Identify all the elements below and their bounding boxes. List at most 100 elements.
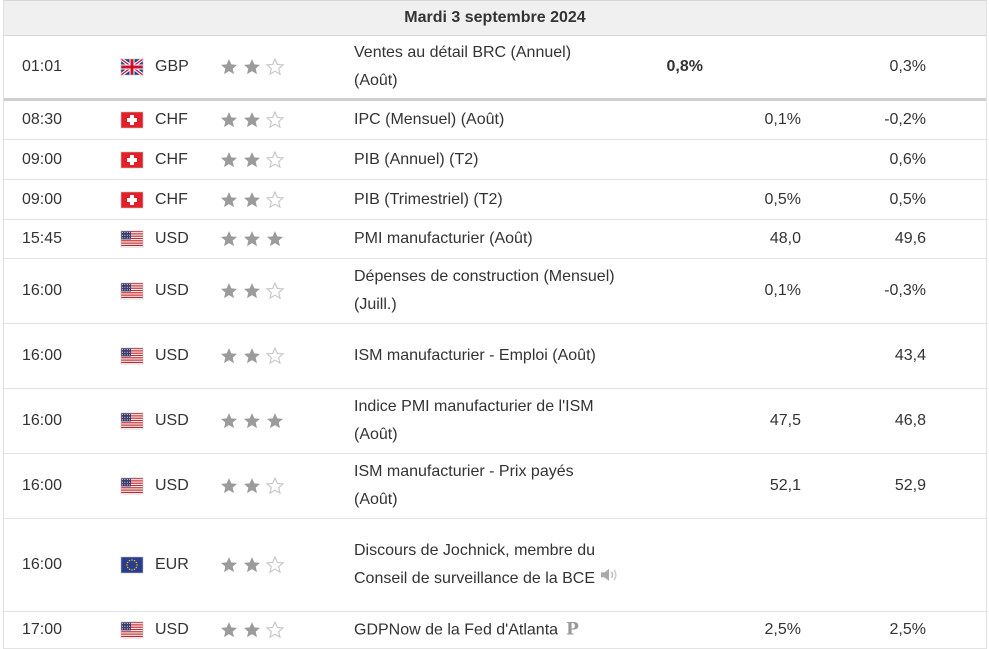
us-flag-icon (120, 282, 144, 300)
event-name-link[interactable]: GDPNow de la Fed d'Atlanta P (354, 616, 619, 645)
event-previous: 0,3% (889, 58, 926, 75)
event-time: 09:00 (22, 190, 63, 208)
event-time: 16:00 (22, 282, 63, 299)
event-forecast: 0,5% (764, 190, 801, 208)
star-filled-icon (219, 476, 239, 496)
event-currency: USD (155, 621, 189, 638)
star-empty-icon (265, 346, 285, 366)
speaker-icon (599, 565, 619, 593)
event-name-link[interactable]: ISM manufacturier - Emploi (Août) (354, 342, 619, 370)
event-row[interactable]: 16:00 USD ISM manufacturier - Emploi (Août… (4, 324, 986, 389)
event-row[interactable]: 17:00 USD GDPNow de la Fed d'Atlanta P 2,5% 2… (4, 612, 986, 649)
event-name-link[interactable]: Dépenses de construction (Mensuel) (Juil… (354, 263, 619, 319)
star-empty-icon (265, 555, 285, 575)
event-previous: 43,4 (894, 347, 926, 364)
event-time: 16:00 (22, 347, 63, 364)
star-filled-icon (219, 281, 239, 301)
event-time: 16:00 (22, 556, 63, 573)
importance-rating (219, 110, 285, 130)
star-filled-icon (242, 229, 262, 249)
event-currency: EUR (155, 556, 189, 573)
swiss-flag-icon (120, 111, 144, 129)
star-filled-icon (219, 150, 239, 170)
event-name-link[interactable]: PIB (Trimestriel) (T2) (354, 186, 619, 214)
star-filled-icon (219, 411, 239, 431)
star-empty-icon (265, 476, 285, 496)
us-flag-icon (120, 230, 144, 248)
event-row[interactable]: 16:00 USD Dépenses de construction (Mensue… (4, 259, 986, 324)
event-forecast: 52,1 (769, 477, 801, 494)
event-currency: CHF (155, 150, 188, 168)
us-flag-icon (120, 347, 144, 365)
event-time: 16:00 (22, 477, 63, 494)
event-name: Indice PMI manufacturier de l'ISM (Août) (354, 398, 594, 443)
event-previous: 2,5% (889, 621, 926, 638)
preliminary-icon: P (566, 619, 579, 640)
event-name: Dépenses de construction (Mensuel) (Juil… (354, 268, 615, 313)
event-currency: CHF (155, 190, 188, 208)
event-name: PIB (Trimestriel) (T2) (354, 190, 503, 208)
event-previous: -0,3% (884, 282, 926, 299)
event-row[interactable]: 16:00 EUR Discours de Jochnick, membre du … (4, 519, 986, 612)
importance-rating (219, 229, 285, 249)
event-forecast: 48,0 (769, 230, 801, 247)
event-currency: USD (155, 477, 189, 494)
importance-rating (219, 346, 285, 366)
event-row[interactable]: 16:00 USD Indice PMI manufacturier de l'IS… (4, 389, 986, 454)
event-row[interactable]: 09:00 CHF PIB (Annuel) (T2) 0,6% (4, 140, 986, 180)
event-row[interactable]: 08:30 CHF IPC (Mensuel) (Août) 0,1% -0,2% (4, 101, 986, 140)
event-time: 01:01 (22, 58, 63, 75)
event-row[interactable]: 15:45 USD PMI manufacturier (Août) 48,0 49,6 (4, 220, 986, 259)
event-name: GDPNow de la Fed d'Atlanta (354, 621, 559, 639)
star-empty-icon (265, 620, 285, 640)
star-filled-icon (242, 57, 262, 77)
star-filled-icon (242, 150, 262, 170)
importance-rating (219, 476, 285, 496)
event-forecast: 47,5 (769, 412, 801, 429)
star-filled-icon (219, 57, 239, 77)
event-currency: USD (155, 347, 189, 364)
day-header: Mardi 3 septembre 2024 (4, 0, 986, 36)
event-name: Ventes au détail BRC (Annuel) (Août) (354, 44, 572, 89)
event-time: 16:00 (22, 412, 63, 429)
event-name: PIB (Annuel) (T2) (354, 150, 479, 168)
event-name-link[interactable]: PIB (Annuel) (T2) (354, 146, 619, 174)
event-name-link[interactable]: IPC (Mensuel) (Août) (354, 106, 619, 134)
event-previous: 52,9 (894, 477, 926, 494)
star-filled-icon (242, 110, 262, 130)
event-name-link[interactable]: Discours de Jochnick, membre du Conseil … (354, 537, 619, 593)
importance-rating (219, 555, 285, 575)
event-row[interactable]: 09:00 CHF PIB (Trimestriel) (T2) 0,5% 0,5% (4, 180, 986, 220)
event-name: ISM manufacturier - Prix payés (Août) (354, 463, 574, 508)
event-name: PMI manufacturier (Août) (354, 230, 533, 247)
event-name: ISM manufacturier - Emploi (Août) (354, 347, 596, 364)
importance-rating (219, 411, 285, 431)
event-name-link[interactable]: Indice PMI manufacturier de l'ISM (Août) (354, 393, 619, 449)
eu-flag-icon (120, 556, 144, 574)
event-forecast: 2,5% (764, 621, 801, 638)
star-filled-icon (242, 411, 262, 431)
event-name-link[interactable]: ISM manufacturier - Prix payés (Août) (354, 458, 619, 514)
event-name-link[interactable]: Ventes au détail BRC (Annuel) (Août) (354, 39, 619, 95)
star-empty-icon (265, 110, 285, 130)
event-name-link[interactable]: PMI manufacturier (Août) (354, 225, 619, 253)
event-previous: 46,8 (894, 412, 926, 429)
star-empty-icon (265, 150, 285, 170)
event-time: 17:00 (22, 621, 63, 638)
star-empty-icon (265, 190, 285, 210)
star-filled-icon (219, 346, 239, 366)
star-filled-icon (265, 411, 285, 431)
event-row[interactable]: 16:00 USD ISM manufacturier - Prix payés (… (4, 454, 986, 519)
us-flag-icon (120, 621, 144, 639)
star-filled-icon (242, 281, 262, 301)
event-time: 08:30 (22, 111, 63, 128)
event-list: 01:01 GBP Ventes au détail BRC (Annuel) (A… (4, 36, 986, 649)
event-currency: USD (155, 282, 189, 299)
event-time: 15:45 (22, 230, 63, 247)
event-currency: USD (155, 230, 189, 247)
event-previous: 0,5% (889, 190, 926, 208)
star-empty-icon (265, 281, 285, 301)
event-name: Discours de Jochnick, membre du Conseil … (354, 541, 596, 588)
event-row[interactable]: 01:01 GBP Ventes au détail BRC (Annuel) (A… (4, 36, 986, 101)
star-filled-icon (242, 476, 262, 496)
